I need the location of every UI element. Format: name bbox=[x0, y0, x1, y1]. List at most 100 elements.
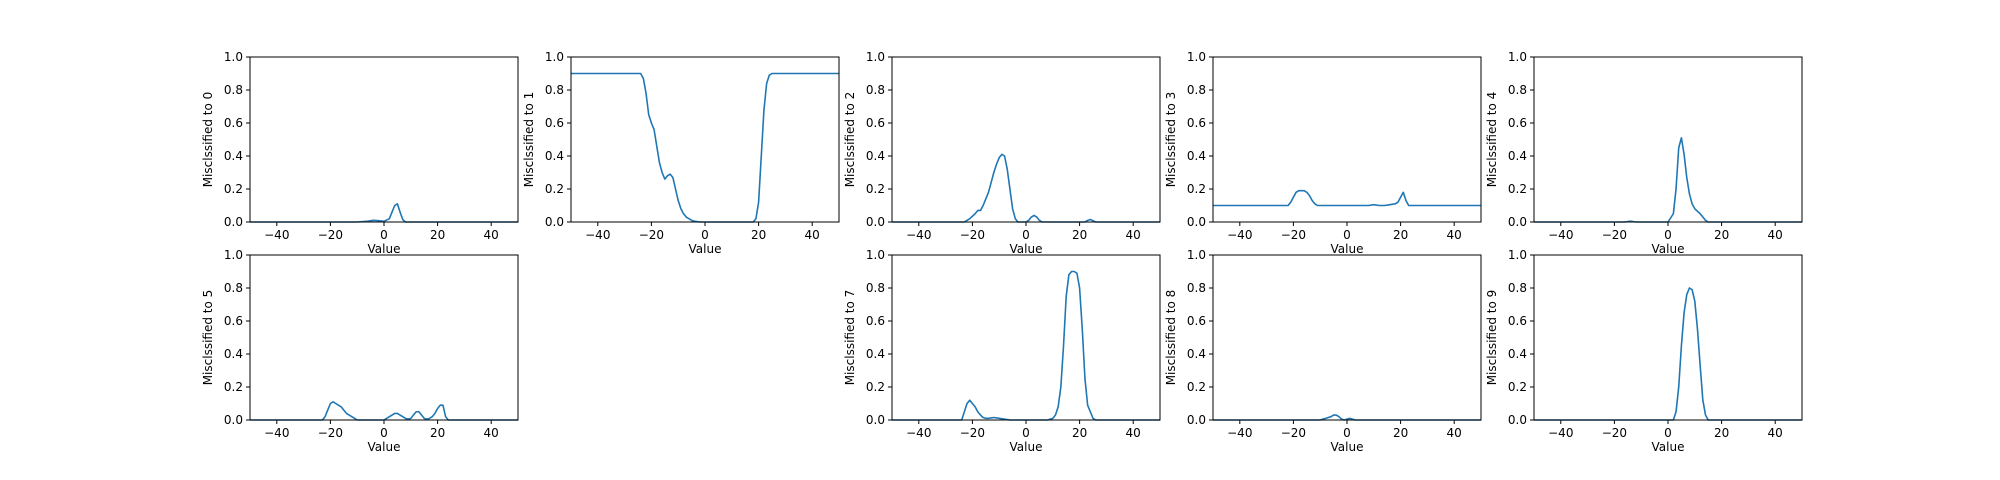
subplot-0: 0.0 0.2 0.4 0.6 0.8 1.0 −40 −20 0 20 40 Value Miscls… bbox=[201, 50, 519, 256]
y-tick-label: 0.6 bbox=[866, 116, 885, 130]
y-tick-label: 0.0 bbox=[1508, 215, 1527, 229]
subplot-7: 0.0 0.2 0.4 0.6 0.8 1.0 −40 −20 0 20 40 Value Miscls… bbox=[1164, 248, 1482, 454]
x-axis-label: Value bbox=[1331, 242, 1364, 256]
x-tick-label: 0 bbox=[701, 228, 709, 242]
x-tick-label: 20 bbox=[1072, 426, 1087, 440]
series-line bbox=[1213, 189, 1481, 207]
series-line bbox=[250, 401, 518, 421]
y-tick-label: 0.2 bbox=[1508, 380, 1527, 394]
x-tick-label: −20 bbox=[960, 426, 985, 440]
x-tick-label: 20 bbox=[1393, 426, 1408, 440]
x-tick-label: 20 bbox=[1393, 228, 1408, 242]
series-line bbox=[892, 153, 1160, 223]
y-tick-label: 1.0 bbox=[545, 50, 564, 64]
series-line bbox=[571, 72, 839, 223]
x-axis-label: Value bbox=[368, 242, 401, 256]
y-tick-label: 1.0 bbox=[1187, 248, 1206, 262]
y-tick-label: 1.0 bbox=[866, 248, 885, 262]
plot-frame bbox=[891, 56, 1161, 223]
y-tick-label: 0.2 bbox=[1508, 182, 1527, 196]
plot-frame bbox=[891, 254, 1161, 421]
y-tick-label: 0.0 bbox=[1187, 413, 1206, 427]
x-tick-label: 20 bbox=[430, 426, 445, 440]
subplot-3: 0.0 0.2 0.4 0.6 0.8 1.0 −40 −20 0 20 40 Value Miscls… bbox=[1164, 50, 1482, 256]
y-tick-label: 0.8 bbox=[866, 83, 885, 97]
y-axis-label: Misclssified to 3 bbox=[1164, 92, 1178, 188]
y-axis-label: Misclssified to 5 bbox=[201, 290, 215, 386]
x-tick-label: 0 bbox=[1022, 228, 1030, 242]
x-tick-label: 0 bbox=[1343, 426, 1351, 440]
x-tick-label: −40 bbox=[1227, 426, 1252, 440]
subplot-4: 0.0 0.2 0.4 0.6 0.8 1.0 −40 −20 0 20 40 Value Miscls… bbox=[1485, 50, 1803, 256]
y-tick-label: 0.8 bbox=[1508, 83, 1527, 97]
y-axis-label: Misclssified to 9 bbox=[1485, 290, 1499, 386]
x-tick-label: −40 bbox=[906, 426, 931, 440]
y-tick-label: 0.4 bbox=[224, 347, 243, 361]
y-tick-label: 0.4 bbox=[1187, 149, 1206, 163]
plot-frame bbox=[249, 56, 519, 223]
subplot-8: 0.0 0.2 0.4 0.6 0.8 1.0 −40 −20 0 20 40 Value Miscls… bbox=[1485, 248, 1803, 454]
x-tick-label: 20 bbox=[1714, 228, 1729, 242]
x-tick-label: 0 bbox=[380, 426, 388, 440]
plot-frame bbox=[1212, 56, 1482, 223]
x-tick-label: 40 bbox=[484, 426, 499, 440]
x-tick-label: 0 bbox=[1343, 228, 1351, 242]
subplot-5: 0.0 0.2 0.4 0.6 0.8 1.0 −40 −20 0 20 40 Value Miscls… bbox=[201, 248, 519, 454]
y-tick-label: 0.0 bbox=[224, 215, 243, 229]
x-axis-label: Value bbox=[1652, 242, 1685, 256]
x-tick-label: −40 bbox=[264, 426, 289, 440]
x-tick-label: 0 bbox=[380, 228, 388, 242]
y-tick-label: 0.6 bbox=[1187, 314, 1206, 328]
subplot-6: 0.0 0.2 0.4 0.6 0.8 1.0 −40 −20 0 20 40 Value Miscls… bbox=[843, 248, 1161, 454]
y-axis-label: Misclssified to 8 bbox=[1164, 290, 1178, 386]
x-tick-label: −20 bbox=[1281, 426, 1306, 440]
y-tick-label: 1.0 bbox=[1187, 50, 1206, 64]
y-tick-label: 1.0 bbox=[1508, 248, 1527, 262]
y-tick-label: 0.6 bbox=[866, 314, 885, 328]
series-line bbox=[1213, 414, 1481, 421]
x-axis-label: Value bbox=[689, 242, 722, 256]
x-tick-label: 40 bbox=[1126, 426, 1141, 440]
y-tick-label: 0.2 bbox=[545, 182, 564, 196]
x-tick-label: 20 bbox=[751, 228, 766, 242]
x-tick-label: 40 bbox=[805, 228, 820, 242]
series-line bbox=[1534, 137, 1802, 223]
x-axis-label: Value bbox=[1010, 242, 1043, 256]
x-tick-label: 40 bbox=[1126, 228, 1141, 242]
y-tick-label: 0.2 bbox=[866, 380, 885, 394]
x-tick-label: −20 bbox=[1281, 228, 1306, 242]
y-tick-label: 0.2 bbox=[866, 182, 885, 196]
y-tick-label: 0.4 bbox=[1508, 149, 1527, 163]
subplot-1: 0.0 0.2 0.4 0.6 0.8 1.0 −40 −20 0 20 40 Value Miscls… bbox=[522, 50, 840, 256]
x-axis-label: Value bbox=[1331, 440, 1364, 454]
plot-frame bbox=[249, 254, 519, 421]
y-tick-label: 0.2 bbox=[224, 380, 243, 394]
y-tick-label: 0.6 bbox=[1187, 116, 1206, 130]
y-tick-label: 0.6 bbox=[1508, 116, 1527, 130]
x-tick-label: −20 bbox=[1602, 228, 1627, 242]
y-tick-label: 0.8 bbox=[1508, 281, 1527, 295]
y-axis-label: Misclssified to 7 bbox=[843, 290, 857, 386]
x-tick-label: 40 bbox=[1768, 228, 1783, 242]
y-tick-label: 1.0 bbox=[224, 248, 243, 262]
x-tick-label: 20 bbox=[430, 228, 445, 242]
x-tick-label: 0 bbox=[1664, 228, 1672, 242]
x-tick-label: −40 bbox=[1548, 426, 1573, 440]
x-tick-label: −40 bbox=[906, 228, 931, 242]
y-tick-label: 0.2 bbox=[1187, 182, 1206, 196]
y-axis-label: Misclssified to 2 bbox=[843, 92, 857, 188]
x-axis-label: Value bbox=[1652, 440, 1685, 454]
y-tick-label: 0.6 bbox=[1508, 314, 1527, 328]
y-axis-label: Misclssified to 4 bbox=[1485, 92, 1499, 188]
y-tick-label: 0.2 bbox=[1187, 380, 1206, 394]
x-tick-label: −40 bbox=[1227, 228, 1252, 242]
y-tick-label: 0.0 bbox=[866, 215, 885, 229]
y-axis-label: Misclssified to 1 bbox=[522, 92, 536, 188]
y-tick-label: 0.8 bbox=[866, 281, 885, 295]
y-tick-label: 0.2 bbox=[224, 182, 243, 196]
y-tick-label: 0.8 bbox=[1187, 281, 1206, 295]
x-tick-label: −20 bbox=[960, 228, 985, 242]
y-tick-label: 0.0 bbox=[1187, 215, 1206, 229]
y-tick-label: 1.0 bbox=[866, 50, 885, 64]
x-tick-label: 40 bbox=[1768, 426, 1783, 440]
